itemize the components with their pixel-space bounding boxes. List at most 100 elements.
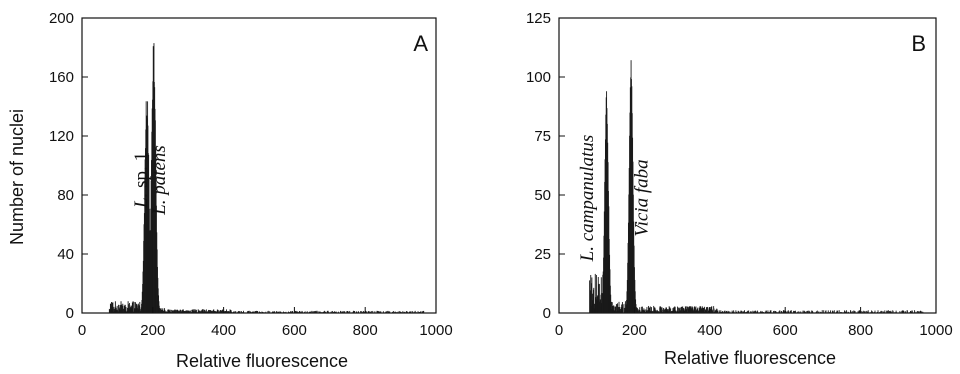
histogram-bar <box>405 311 407 313</box>
histogram-bar <box>888 310 890 313</box>
histogram-bar <box>617 307 619 313</box>
histogram-bar <box>309 311 311 313</box>
histogram-bar <box>819 311 821 313</box>
histogram-bar <box>249 311 251 313</box>
histogram-bar <box>755 310 756 313</box>
histogram-bar <box>125 306 127 313</box>
histogram-bar <box>718 312 719 313</box>
histogram-bar <box>713 308 715 313</box>
histogram-bar <box>917 311 919 313</box>
histogram-bar <box>891 312 893 313</box>
histogram-bar <box>807 310 808 313</box>
histogram-bar <box>326 310 328 313</box>
histogram-bar <box>832 311 834 313</box>
histogram-bar <box>773 310 775 313</box>
histogram-bar <box>850 310 852 313</box>
histogram-bar <box>794 310 796 313</box>
x-tick-label: 400 <box>697 322 722 339</box>
histogram-bar <box>674 307 676 313</box>
histogram-bar <box>849 312 851 313</box>
histogram-bar <box>235 311 237 313</box>
histogram-bar <box>353 311 355 313</box>
histogram-bar <box>761 311 763 313</box>
histogram-bar <box>770 310 772 313</box>
histogram-bar <box>388 311 390 313</box>
histogram-bar <box>327 310 329 313</box>
histogram-bar <box>400 312 402 313</box>
histogram-bar <box>699 305 701 313</box>
histogram-bar <box>781 311 782 313</box>
y-ticks-a: 0 40 80 120 160 200 <box>49 10 88 322</box>
x-tick-label: 800 <box>848 322 873 339</box>
histogram-bar <box>283 311 284 313</box>
histogram-bar <box>362 311 364 313</box>
histogram-bar <box>744 310 746 313</box>
histogram-bar <box>415 312 417 313</box>
histogram-bar <box>335 311 337 313</box>
histogram-bar <box>589 280 591 313</box>
histogram-bar <box>233 311 235 313</box>
histogram-bar <box>832 312 834 313</box>
histogram-bar <box>303 312 305 313</box>
histogram-bar <box>203 309 205 313</box>
histogram-bar <box>306 311 308 313</box>
histogram-bar <box>778 311 780 313</box>
histogram-bar <box>211 310 213 313</box>
species-label-part: L. <box>131 193 152 209</box>
histogram-bar <box>790 310 792 313</box>
histogram-bar <box>411 311 413 313</box>
histogram-bar <box>892 310 894 313</box>
histogram-bar <box>302 312 304 313</box>
histogram-bar <box>642 310 644 313</box>
histogram-bar <box>745 312 747 313</box>
annotations-b: L. campanulatus Vicia faba <box>577 135 653 263</box>
histogram-bar <box>217 310 219 313</box>
histogram-bar <box>308 311 310 313</box>
histogram-bar <box>367 311 369 313</box>
histogram-bar <box>196 311 198 313</box>
histogram-bar <box>717 310 719 313</box>
histogram-bar <box>779 310 781 313</box>
histogram-bar <box>389 311 391 313</box>
histogram-bar <box>344 311 346 313</box>
x-ticks-b: 0 200 400 600 800 1000 <box>555 307 953 339</box>
y-tick-label: 0 <box>66 305 74 322</box>
histogram-bar <box>297 312 299 313</box>
histogram-bar <box>806 311 808 313</box>
histogram-b <box>589 60 924 313</box>
species-label-part: L. campanulatus <box>577 135 598 263</box>
x-tick-label: 0 <box>555 322 563 339</box>
plot-frame-b <box>558 17 937 314</box>
histogram-bar <box>121 305 123 313</box>
histogram-bar <box>827 310 829 313</box>
histogram-bar <box>921 311 923 313</box>
histogram-bar <box>208 309 209 313</box>
histogram-bar <box>653 305 655 313</box>
histogram-bar <box>237 311 239 313</box>
histogram-bar <box>228 311 230 313</box>
histogram-bar <box>256 311 258 313</box>
histogram-bar <box>669 307 671 313</box>
histogram-bar <box>804 311 806 313</box>
histogram-bar <box>852 311 854 313</box>
histogram-bar <box>649 306 651 313</box>
histogram-bar <box>716 308 718 313</box>
histogram-bar <box>795 310 796 313</box>
histogram-bar <box>365 311 367 313</box>
histogram-bar <box>272 311 274 313</box>
histogram-bar <box>180 309 181 313</box>
y-tick-label: 80 <box>57 187 74 204</box>
histogram-bar <box>637 309 639 313</box>
histogram-bar <box>680 306 682 313</box>
histogram-bar <box>714 310 716 313</box>
histogram-bar <box>884 310 886 313</box>
histogram-bar <box>410 311 412 313</box>
histogram-bar <box>356 312 358 313</box>
histogram-bar <box>879 312 881 313</box>
histogram-bar <box>719 312 721 313</box>
histogram-bar <box>760 310 762 313</box>
histogram-bar <box>188 310 190 313</box>
histogram-bar <box>871 310 873 313</box>
histogram-bar <box>124 304 126 313</box>
histogram-bar <box>263 312 265 313</box>
